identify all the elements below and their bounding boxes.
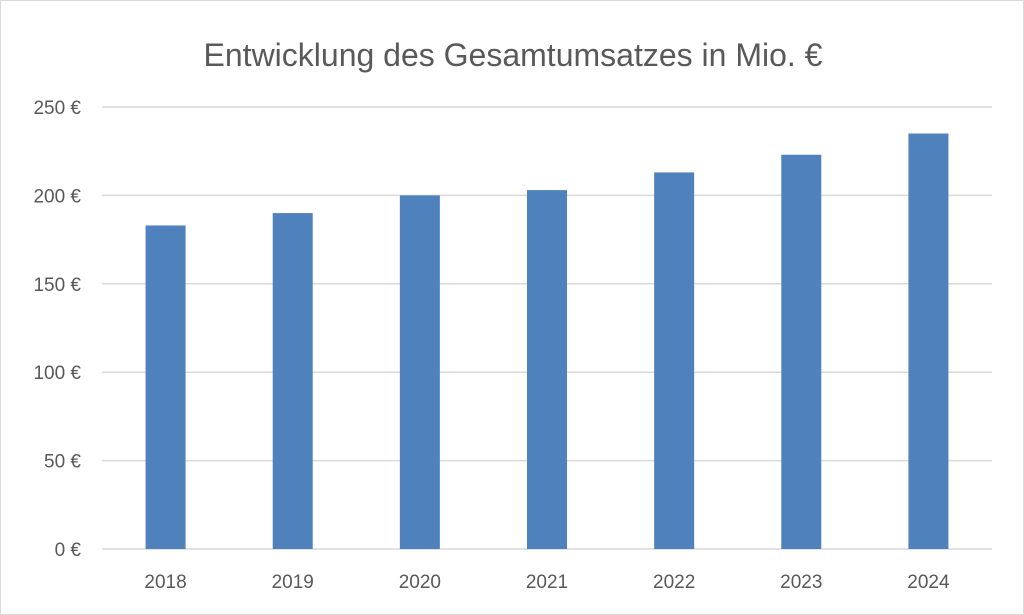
x-tick-label: 2019	[272, 572, 314, 593]
bar-2018	[145, 225, 186, 549]
bar-2021	[527, 190, 567, 549]
bar-2023	[781, 154, 822, 549]
y-tick-label: 0 €	[55, 540, 82, 561]
bar-2020	[399, 195, 440, 549]
bar-2024	[908, 133, 949, 549]
x-tick-label: 2024	[907, 572, 950, 593]
chart-title: Entwicklung des Gesamtumsatzes in Mio. €	[203, 37, 823, 73]
x-tick-label: 2022	[653, 572, 695, 593]
bars	[145, 133, 949, 549]
y-tick-label: 50 €	[44, 452, 81, 473]
x-tick-label: 2023	[780, 572, 822, 593]
bar-2022	[654, 172, 695, 549]
y-tick-label: 100 €	[33, 363, 81, 384]
y-axis-tick-labels: 0 € 50 € 100 € 150 € 200 € 250 €	[33, 98, 81, 561]
y-tick-label: 150 €	[33, 275, 81, 296]
y-tick-label: 250 €	[33, 98, 81, 119]
bar-2019	[272, 213, 313, 549]
x-tick-label: 2020	[399, 572, 441, 593]
x-tick-label: 2021	[526, 572, 568, 593]
x-tick-label: 2018	[144, 572, 186, 593]
x-axis-tick-labels: 2018 2019 2020 2021 2022 2023 2024	[144, 572, 950, 593]
y-tick-label: 200 €	[33, 186, 81, 207]
